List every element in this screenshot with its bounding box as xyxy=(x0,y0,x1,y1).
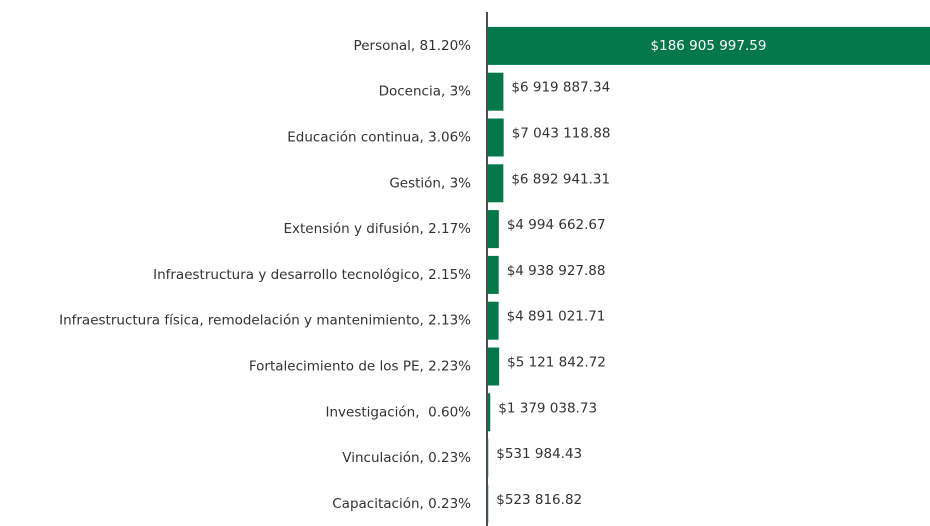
bar xyxy=(488,118,504,157)
value-label: $6 892 941.31 xyxy=(511,171,610,187)
value-label: $5 121 842.72 xyxy=(507,355,606,371)
category-label: Vinculación, 0.23% xyxy=(342,450,471,466)
category-label: Docencia, 3% xyxy=(379,84,472,100)
value-label: $1 379 038.73 xyxy=(498,400,597,416)
value-label: $6 919 887.34 xyxy=(511,80,610,96)
category-label: Educación continua, 3.06% xyxy=(287,130,471,146)
bar xyxy=(488,72,504,111)
value-label: $531 984.43 xyxy=(496,446,582,462)
bar xyxy=(488,164,504,203)
value-label: $4 891 021.71 xyxy=(507,309,606,325)
category-label: Infraestructura física, remodelación y m… xyxy=(59,313,471,329)
category-label: Fortalecimiento de los PE, 2.23% xyxy=(249,359,471,375)
value-label: $7 043 118.88 xyxy=(512,126,611,142)
category-label: Infraestructura y desarrollo tecnológico… xyxy=(153,267,471,283)
bar xyxy=(488,393,491,432)
value-label: $4 994 662.67 xyxy=(507,217,606,233)
category-label: Investigación, 0.60% xyxy=(325,404,471,420)
category-label: Gestión, 3% xyxy=(389,175,471,191)
category-label: Personal, 81.20% xyxy=(354,38,472,54)
bar xyxy=(488,347,500,386)
bar xyxy=(488,210,499,249)
value-label: $4 938 927.88 xyxy=(507,263,606,279)
value-label: $186 905 997.59 xyxy=(651,38,767,54)
bar xyxy=(488,255,499,294)
value-label: $523 816.82 xyxy=(496,492,582,508)
category-label: Capacitación, 0.23% xyxy=(332,496,471,512)
bar xyxy=(488,301,499,340)
category-label: Extensión y difusión, 2.17% xyxy=(283,221,471,237)
bar xyxy=(488,26,930,65)
